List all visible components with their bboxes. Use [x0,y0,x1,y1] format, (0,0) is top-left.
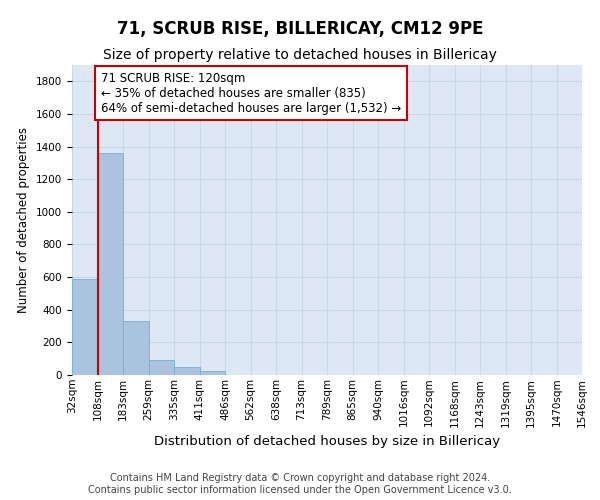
Bar [149,360,174,375]
Bar [97,153,123,375]
Text: 71, SCRUB RISE, BILLERICAY, CM12 9PE: 71, SCRUB RISE, BILLERICAY, CM12 9PE [117,20,483,38]
Text: Size of property relative to detached houses in Billericay: Size of property relative to detached ho… [103,48,497,62]
Bar [123,321,149,375]
Bar [174,367,199,375]
Bar [72,278,97,375]
X-axis label: Distribution of detached houses by size in Billericay: Distribution of detached houses by size … [154,435,500,448]
Text: Contains HM Land Registry data © Crown copyright and database right 2024.
Contai: Contains HM Land Registry data © Crown c… [88,474,512,495]
Text: 71 SCRUB RISE: 120sqm
← 35% of detached houses are smaller (835)
64% of semi-det: 71 SCRUB RISE: 120sqm ← 35% of detached … [101,72,401,114]
Bar [199,372,225,375]
Y-axis label: Number of detached properties: Number of detached properties [17,127,31,313]
